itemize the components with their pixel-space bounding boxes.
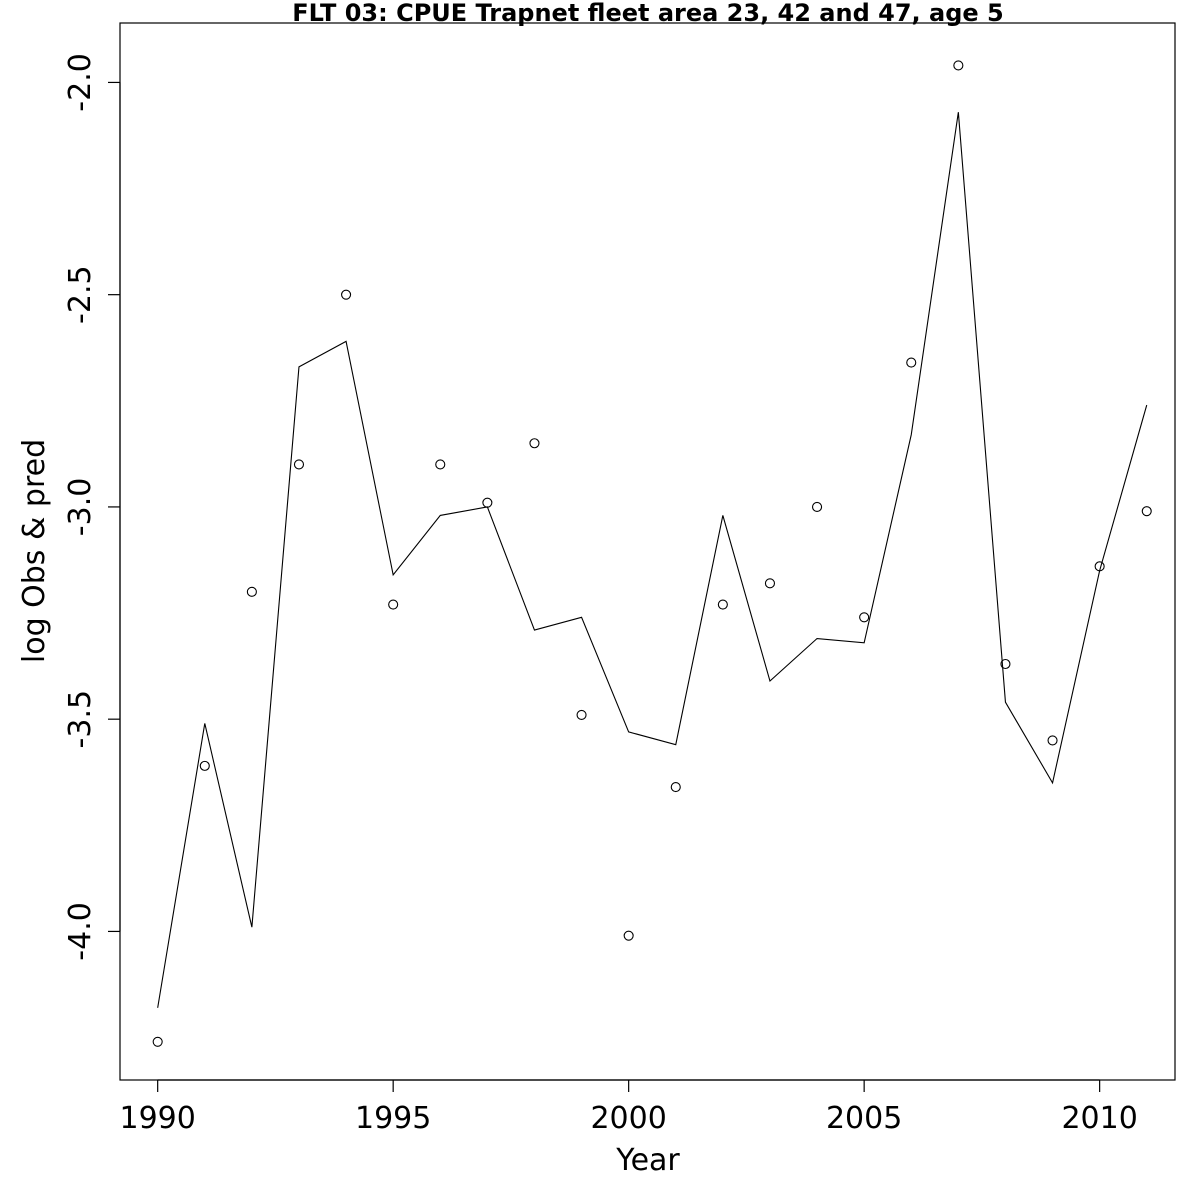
observed-point xyxy=(1047,735,1058,746)
observed-point xyxy=(482,497,493,508)
observed-point xyxy=(1141,506,1152,517)
observed-point xyxy=(388,599,399,610)
y-tick-label: -4.0 xyxy=(63,902,98,961)
x-tick-label: 1995 xyxy=(355,1101,431,1136)
observed-point xyxy=(199,760,210,771)
observed-point xyxy=(764,578,776,589)
observed-point xyxy=(812,501,823,512)
observed-point xyxy=(576,709,587,720)
observed-point xyxy=(1000,658,1011,670)
y-tick-label: -3.0 xyxy=(63,478,98,537)
y-tick-label: -2.0 xyxy=(63,53,98,112)
observed-point xyxy=(246,586,257,597)
observed-point xyxy=(953,60,964,71)
x-axis-label: Year xyxy=(615,1143,680,1178)
x-tick-label: 1990 xyxy=(119,1101,195,1136)
observed-point xyxy=(670,782,681,793)
observed-point xyxy=(529,438,540,449)
observed-point xyxy=(1094,561,1105,572)
x-tick-label: 2010 xyxy=(1061,1101,1137,1136)
y-tick-label: -2.5 xyxy=(63,265,98,324)
y-axis: -4.0 -3.5 -3.0 -2.5 -2.0 xyxy=(63,53,121,961)
observed-point xyxy=(717,599,728,610)
observed-point xyxy=(435,459,446,470)
plot-frame xyxy=(119,22,1176,1081)
observed-point xyxy=(623,930,634,941)
observed-point xyxy=(293,459,305,470)
observed-point xyxy=(341,289,352,300)
x-axis: 1990 1995 2000 2005 2010 xyxy=(119,1079,1138,1136)
observed-point xyxy=(906,357,917,368)
observed-point xyxy=(152,1036,163,1047)
predicted-series-line xyxy=(157,112,1148,1008)
observed-point xyxy=(859,612,870,623)
x-tick-label: 2000 xyxy=(590,1101,666,1136)
y-axis-label: log Obs & pred xyxy=(17,439,52,663)
y-tick-label: -3.5 xyxy=(63,690,98,749)
series-layer xyxy=(152,60,1152,1047)
x-tick-label: 2005 xyxy=(826,1101,902,1136)
